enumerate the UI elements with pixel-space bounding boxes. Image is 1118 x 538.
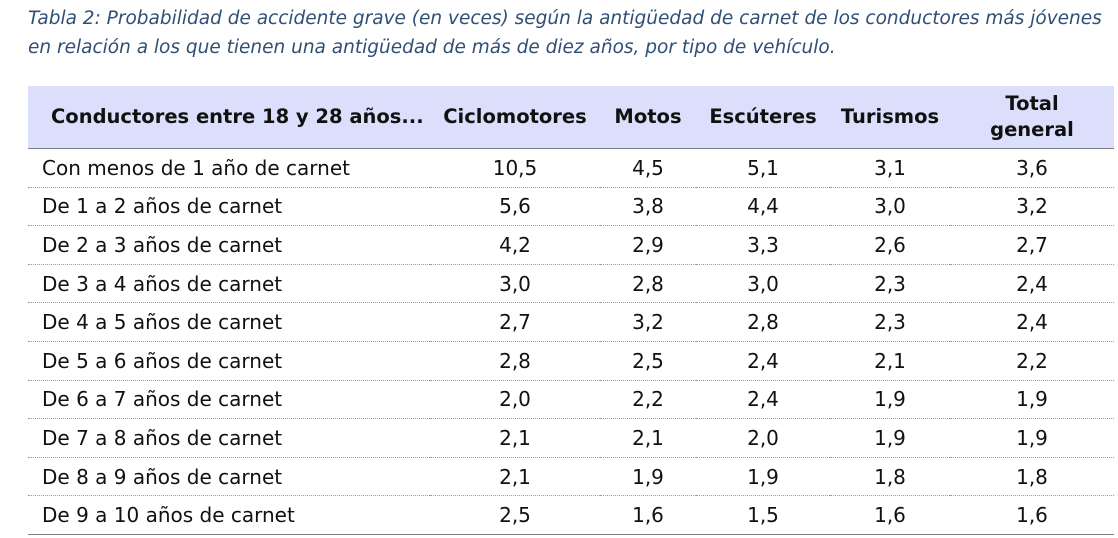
cell-ciclomotores: 2,5 bbox=[430, 495, 600, 535]
cell-total-general: 2,7 bbox=[950, 225, 1114, 265]
table-row: De 3 a 4 años de carnet 3,0 2,8 3,0 2,3 2,4 bbox=[28, 263, 1114, 303]
cell-ciclomotores: 3,0 bbox=[430, 263, 600, 303]
cell-motos: 2,1 bbox=[600, 418, 696, 458]
header-total-general: Total general bbox=[950, 86, 1114, 149]
row-label: De 5 a 6 años de carnet bbox=[28, 340, 430, 381]
row-label: De 4 a 5 años de carnet bbox=[28, 302, 430, 342]
cell-total-general: 2,4 bbox=[950, 302, 1114, 342]
cell-motos: 2,9 bbox=[600, 225, 696, 265]
table-header-row: Conductores entre 18 y 28 años... Ciclom… bbox=[28, 86, 1114, 149]
row-label: De 2 a 3 años de carnet bbox=[28, 225, 430, 265]
cell-turismos: 1,9 bbox=[830, 379, 950, 419]
row-label: De 3 a 4 años de carnet bbox=[28, 263, 430, 303]
header-group: Conductores entre 18 y 28 años... bbox=[28, 86, 430, 149]
cell-escuteres: 3,0 bbox=[696, 263, 830, 303]
row-label: De 6 a 7 años de carnet bbox=[28, 379, 430, 419]
table-row: De 2 a 3 años de carnet 4,2 2,9 3,3 2,6 2,7 bbox=[28, 225, 1114, 265]
header-escuteres: Escúteres bbox=[696, 86, 830, 149]
table-row: De 1 a 2 años de carnet 5,6 3,8 4,4 3,0 3,2 bbox=[28, 186, 1114, 226]
header-total-line-2: general bbox=[990, 118, 1074, 141]
row-label: De 9 a 10 años de carnet bbox=[28, 495, 430, 535]
cell-total-general: 2,2 bbox=[950, 340, 1114, 381]
cell-ciclomotores: 10,5 bbox=[430, 148, 600, 188]
cell-motos: 4,5 bbox=[600, 148, 696, 188]
cell-escuteres: 2,4 bbox=[696, 379, 830, 419]
cell-escuteres: 2,8 bbox=[696, 302, 830, 342]
header-ciclomotores: Ciclomotores bbox=[430, 86, 600, 149]
cell-motos: 1,9 bbox=[600, 456, 696, 496]
cell-ciclomotores: 2,8 bbox=[430, 340, 600, 381]
cell-turismos: 2,3 bbox=[830, 263, 950, 303]
cell-turismos: 1,6 bbox=[830, 495, 950, 535]
cell-escuteres: 1,9 bbox=[696, 456, 830, 496]
cell-motos: 2,2 bbox=[600, 379, 696, 419]
cell-total-general: 1,9 bbox=[950, 379, 1114, 419]
table-caption: Tabla 2: Probabilidad de accidente grave… bbox=[28, 4, 1113, 62]
table-row: De 5 a 6 años de carnet 2,8 2,5 2,4 2,1 2,2 bbox=[28, 340, 1114, 381]
cell-ciclomotores: 2,0 bbox=[430, 379, 600, 419]
cell-motos: 2,8 bbox=[600, 263, 696, 303]
table-row: De 8 a 9 años de carnet 2,1 1,9 1,9 1,8 1,8 bbox=[28, 456, 1114, 496]
cell-total-general: 2,4 bbox=[950, 263, 1114, 303]
cell-ciclomotores: 2,1 bbox=[430, 456, 600, 496]
cell-escuteres: 2,0 bbox=[696, 418, 830, 458]
cell-total-general: 1,8 bbox=[950, 456, 1114, 496]
table-body: Con menos de 1 año de carnet 10,5 4,5 5,1 3,… bbox=[28, 148, 1114, 535]
cell-motos: 3,8 bbox=[600, 186, 696, 226]
table-row: De 4 a 5 años de carnet 2,7 3,2 2,8 2,3 2,4 bbox=[28, 302, 1114, 342]
cell-escuteres: 4,4 bbox=[696, 186, 830, 226]
cell-total-general: 3,6 bbox=[950, 148, 1114, 188]
cell-total-general: 1,6 bbox=[950, 495, 1114, 535]
row-label: De 1 a 2 años de carnet bbox=[28, 186, 430, 226]
cell-turismos: 2,3 bbox=[830, 302, 950, 342]
caption-line-2: en relación a los que tienen una antigüe… bbox=[28, 37, 836, 58]
cell-total-general: 3,2 bbox=[950, 186, 1114, 226]
cell-escuteres: 2,4 bbox=[696, 340, 830, 381]
cell-ciclomotores: 4,2 bbox=[430, 225, 600, 265]
cell-total-general: 1,9 bbox=[950, 418, 1114, 458]
accident-probability-table: Conductores entre 18 y 28 años... Ciclom… bbox=[28, 86, 1114, 535]
cell-turismos: 1,8 bbox=[830, 456, 950, 496]
header-turismos: Turismos bbox=[830, 86, 950, 149]
row-label: De 8 a 9 años de carnet bbox=[28, 456, 430, 496]
header-total-line-1: Total bbox=[1005, 92, 1059, 115]
table-row: De 9 a 10 años de carnet 2,5 1,6 1,5 1,6 1,6 bbox=[28, 495, 1114, 535]
cell-turismos: 3,0 bbox=[830, 186, 950, 226]
table-row: De 7 a 8 años de carnet 2,1 2,1 2,0 1,9 1,9 bbox=[28, 418, 1114, 458]
cell-turismos: 2,6 bbox=[830, 225, 950, 265]
cell-motos: 3,2 bbox=[600, 302, 696, 342]
cell-turismos: 2,1 bbox=[830, 340, 950, 381]
cell-ciclomotores: 2,1 bbox=[430, 418, 600, 458]
cell-turismos: 1,9 bbox=[830, 418, 950, 458]
header-motos: Motos bbox=[600, 86, 696, 149]
cell-motos: 2,5 bbox=[600, 340, 696, 381]
row-label: De 7 a 8 años de carnet bbox=[28, 418, 430, 458]
table-row: Con menos de 1 año de carnet 10,5 4,5 5,1 3,… bbox=[28, 148, 1114, 188]
caption-line-1: Tabla 2: Probabilidad de accidente grave… bbox=[28, 8, 1102, 29]
cell-ciclomotores: 5,6 bbox=[430, 186, 600, 226]
table-row: De 6 a 7 años de carnet 2,0 2,2 2,4 1,9 1,9 bbox=[28, 379, 1114, 419]
cell-ciclomotores: 2,7 bbox=[430, 302, 600, 342]
cell-turismos: 3,1 bbox=[830, 148, 950, 188]
row-label: Con menos de 1 año de carnet bbox=[28, 148, 430, 188]
cell-escuteres: 3,3 bbox=[696, 225, 830, 265]
cell-escuteres: 1,5 bbox=[696, 495, 830, 535]
cell-escuteres: 5,1 bbox=[696, 148, 830, 188]
cell-motos: 1,6 bbox=[600, 495, 696, 535]
